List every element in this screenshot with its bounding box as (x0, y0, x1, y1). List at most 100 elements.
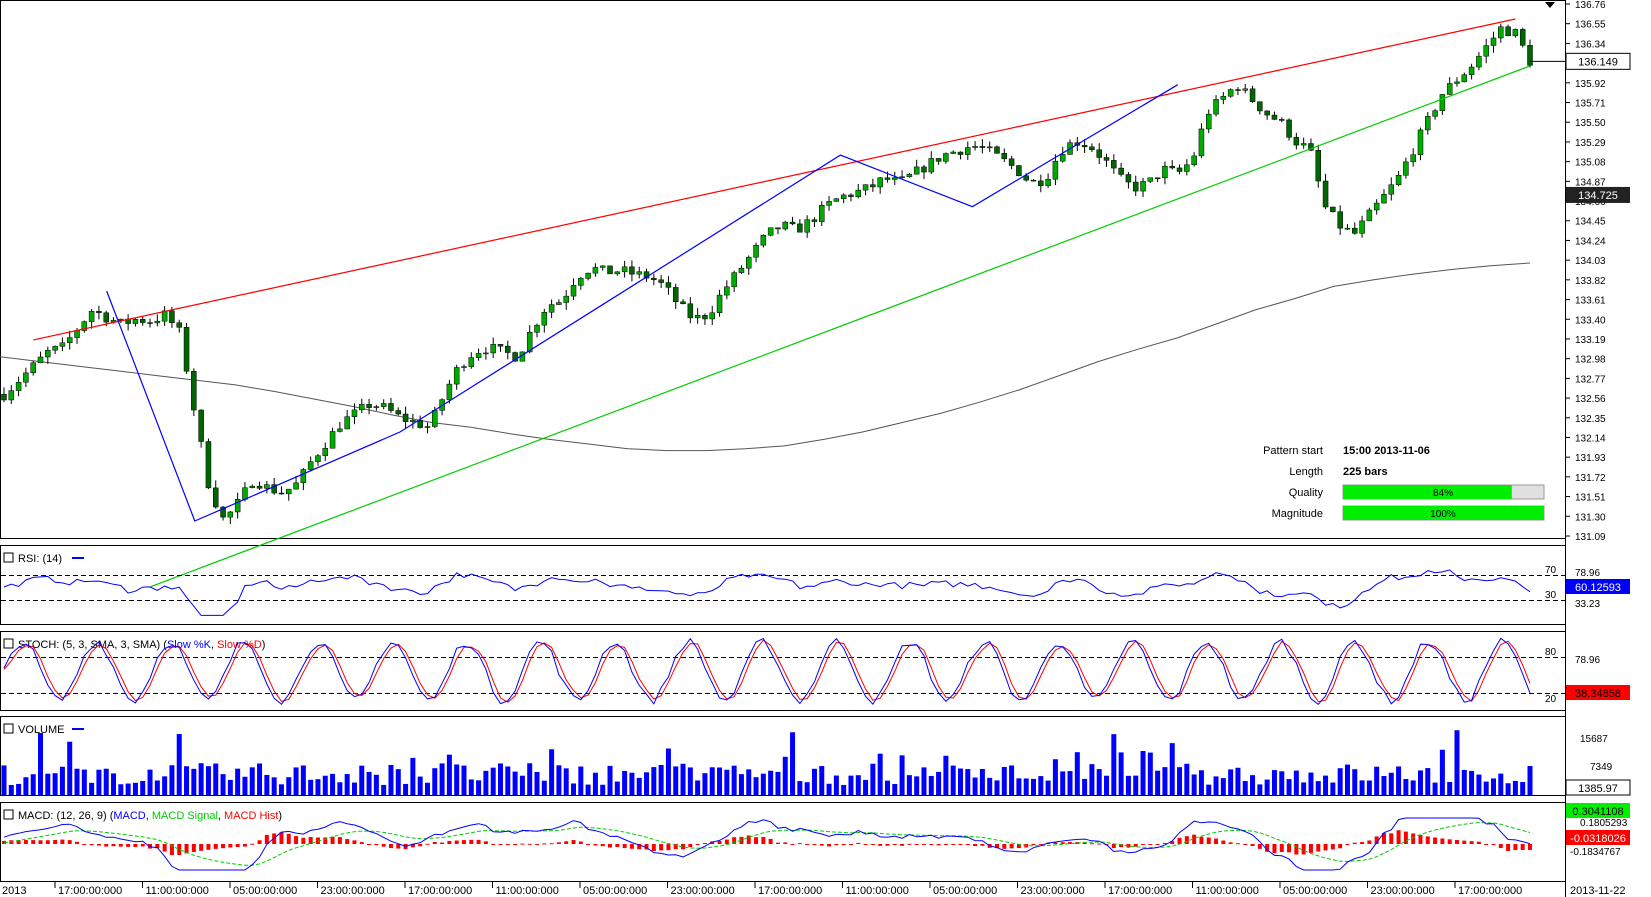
volume-bar (1016, 778, 1022, 795)
price-tick-label: 136.55 (1575, 20, 1606, 31)
stoch-close-icon[interactable] (3, 638, 14, 649)
macd-hist-bar (834, 844, 839, 846)
volume-bar (330, 773, 336, 795)
volume-bar (461, 765, 467, 795)
volume-bar (1520, 781, 1526, 795)
price-tick-label: 132.14 (1575, 433, 1606, 444)
volume-bar (1410, 780, 1416, 795)
volume-bar (1337, 768, 1343, 795)
candle-body (1279, 119, 1285, 121)
candle-body (782, 221, 789, 230)
macd-hist-bar (856, 842, 861, 844)
volume-bar (315, 779, 321, 795)
macd-hist-bar (848, 844, 853, 846)
macd-hist-bar (1462, 840, 1467, 844)
quality-bar-fill (1343, 485, 1512, 499)
candle-body (694, 315, 701, 319)
candle-body (191, 370, 197, 411)
macd-hist-bar (1170, 841, 1175, 844)
volume-bar (111, 773, 117, 795)
macd-hist-bar (637, 844, 642, 850)
macd-hist-bar (1228, 842, 1233, 844)
macd-hist-bar (250, 843, 255, 845)
macd-hist-bar (819, 844, 824, 846)
macd-close-icon[interactable] (3, 809, 14, 820)
candle-body (1519, 29, 1526, 46)
macd-hist-bar (272, 833, 277, 844)
macd-hist-bar (644, 844, 649, 850)
volume-bar (89, 782, 95, 795)
macd-hist-bar (191, 844, 196, 852)
macd-hist-bar (381, 844, 386, 847)
macd-hist-bar (1141, 844, 1146, 845)
macd-hist-bar (1068, 842, 1073, 844)
volume-bar (351, 782, 357, 795)
candle-body (1, 394, 7, 401)
macd-hist-bar (396, 844, 401, 849)
macd-hist-bar (673, 844, 678, 850)
macd-hist-bar (140, 844, 145, 847)
candle-body (906, 173, 913, 177)
macd-hist-bar (841, 844, 846, 846)
candle-body (1271, 114, 1278, 120)
macd-hist-bar (1250, 844, 1255, 847)
candle-body (614, 271, 621, 275)
rsi-close-icon[interactable] (3, 552, 14, 563)
candle-body (556, 302, 562, 305)
candle-body (88, 310, 95, 322)
volume-bar (622, 771, 628, 795)
volume-bar (585, 784, 591, 795)
macd-hist-bar (213, 844, 218, 849)
macd-hist-bar (863, 844, 868, 845)
macd-hist-bar (1491, 844, 1496, 845)
macd-hist-bar (1272, 844, 1277, 854)
candle-body (1483, 45, 1489, 57)
macd-hist-bar (38, 840, 43, 844)
volume-bar (943, 755, 949, 795)
candle-body (972, 146, 978, 148)
candle-body (1527, 45, 1533, 66)
volume-bar (162, 776, 168, 795)
candle-body (1366, 209, 1373, 222)
price-tick-label: 131.09 (1575, 532, 1606, 543)
macd-hist-bar (104, 844, 109, 847)
moving-average-line (0, 262, 1531, 452)
volume-bar (1206, 784, 1212, 795)
volume-bar (899, 755, 905, 795)
macd-signal-line (3, 822, 1531, 866)
candle-body (1118, 167, 1124, 175)
candle-body (1425, 116, 1431, 131)
volume-bar (67, 741, 73, 795)
macd-hist-bar (914, 844, 919, 845)
volume-bar (1242, 781, 1248, 795)
macd-hist-bar (199, 844, 204, 851)
macd-hist-bar (1469, 841, 1474, 844)
pattern-info: Pattern start 15:00 2013-11-06 Length 22… (1263, 445, 1545, 521)
candle-body (1381, 193, 1387, 204)
macd-hist-bar (1002, 844, 1007, 849)
candle-body (395, 410, 402, 415)
macd-hist-bar (783, 842, 788, 844)
macd-line (3, 817, 1531, 871)
candle-body (1111, 160, 1117, 169)
macd-current-value: 0.3041108 (1572, 806, 1623, 818)
candle-body (862, 184, 869, 191)
price-tick-label: 131.93 (1575, 453, 1606, 464)
macd-hist-bar (1389, 833, 1394, 844)
stoch-current-box (1566, 685, 1630, 700)
macd-histogram (2, 830, 1532, 856)
candle-body (417, 420, 423, 428)
volume-close-icon[interactable] (3, 723, 14, 734)
macd-hist-bar (505, 844, 510, 845)
macd-hist-bar (827, 844, 832, 847)
candle-body (811, 219, 818, 222)
macd-hist-bar (111, 844, 116, 847)
macd-hist-bar (126, 844, 131, 847)
candle-body (169, 310, 175, 323)
rsi-label: RSI: (14) (18, 553, 62, 565)
candle-body (935, 158, 942, 162)
volume-bar (1104, 775, 1110, 795)
volume-bar (921, 767, 927, 795)
macd-hist-bar (337, 837, 342, 844)
candle-body (103, 312, 109, 323)
